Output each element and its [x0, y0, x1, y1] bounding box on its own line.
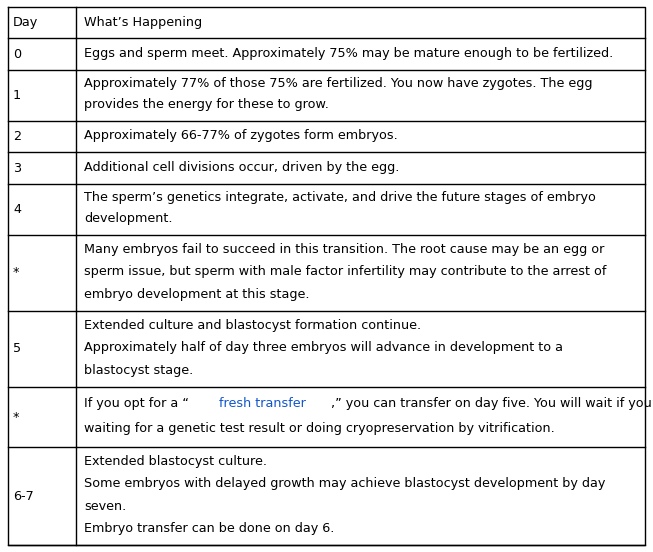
Text: What’s Happening: What’s Happening: [84, 16, 202, 29]
Text: embryo development at this stage.: embryo development at this stage.: [84, 288, 310, 301]
Text: 4: 4: [13, 203, 21, 216]
Text: 0: 0: [13, 47, 21, 61]
Text: Approximately half of day three embryos will advance in development to a: Approximately half of day three embryos …: [84, 341, 563, 354]
Text: *: *: [13, 411, 20, 423]
Text: provides the energy for these to grow.: provides the energy for these to grow.: [84, 98, 328, 112]
Text: blastocyst stage.: blastocyst stage.: [84, 364, 193, 376]
Text: Extended blastocyst culture.: Extended blastocyst culture.: [84, 455, 267, 468]
Text: 6-7: 6-7: [13, 490, 34, 503]
Text: 2: 2: [13, 130, 21, 143]
Text: 3: 3: [13, 162, 21, 175]
Text: Eggs and sperm meet. Approximately 75% may be mature enough to be fertilized.: Eggs and sperm meet. Approximately 75% m…: [84, 46, 613, 60]
Text: Approximately 66-77% of zygotes form embryos.: Approximately 66-77% of zygotes form emb…: [84, 129, 398, 142]
Text: waiting for a genetic test result or doing cryopreservation by vitrification.: waiting for a genetic test result or doi…: [84, 422, 554, 435]
Text: Additional cell divisions occur, driven by the egg.: Additional cell divisions occur, driven …: [84, 161, 399, 174]
Text: The sperm’s genetics integrate, activate, and drive the future stages of embryo: The sperm’s genetics integrate, activate…: [84, 192, 596, 204]
Text: If you opt for a “: If you opt for a “: [84, 397, 189, 410]
Text: Day: Day: [13, 16, 39, 29]
Text: Many embryos fail to succeed in this transition. The root cause may be an egg or: Many embryos fail to succeed in this tra…: [84, 243, 604, 256]
Text: 5: 5: [13, 342, 21, 355]
Text: sperm issue, but sperm with male factor infertility may contribute to the arrest: sperm issue, but sperm with male factor …: [84, 265, 606, 278]
Text: *: *: [13, 266, 20, 279]
Text: ,” you can transfer on day five. You will wait if you’re: ,” you can transfer on day five. You wil…: [331, 397, 653, 410]
Text: Some embryos with delayed growth may achieve blastocyst development by day: Some embryos with delayed growth may ach…: [84, 477, 605, 491]
Text: Embryo transfer can be done on day 6.: Embryo transfer can be done on day 6.: [84, 522, 334, 535]
Text: 1: 1: [13, 89, 21, 102]
Text: fresh transfer: fresh transfer: [219, 397, 306, 410]
Text: Extended culture and blastocyst formation continue.: Extended culture and blastocyst formatio…: [84, 319, 421, 332]
Text: development.: development.: [84, 213, 172, 225]
Text: Approximately 77% of those 75% are fertilized. You now have zygotes. The egg: Approximately 77% of those 75% are ferti…: [84, 77, 592, 90]
Text: seven.: seven.: [84, 500, 126, 513]
